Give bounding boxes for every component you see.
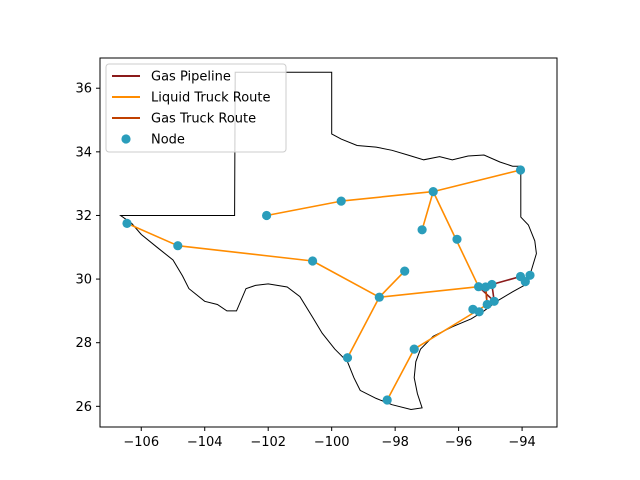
legend-swatch <box>121 134 131 144</box>
border-layer <box>119 71 537 411</box>
node-marker <box>452 234 462 244</box>
node-marker <box>382 395 392 405</box>
node-marker <box>525 270 535 280</box>
y-tick-label: 32 <box>75 209 92 224</box>
x-tick-label: −96 <box>445 435 472 450</box>
y-axis: 26 28 30 32 34 36 <box>75 82 100 415</box>
node-marker <box>487 279 497 290</box>
x-tick-label: −102 <box>250 435 286 450</box>
x-tick-label: −100 <box>314 435 350 450</box>
node-marker <box>489 296 499 306</box>
x-tick-label: −98 <box>381 435 408 450</box>
node-marker <box>520 277 530 287</box>
nodes-layer <box>122 165 535 405</box>
y-tick-label: 26 <box>75 400 92 415</box>
y-tick-label: 36 <box>75 82 92 97</box>
texas-border <box>119 71 537 411</box>
node-marker <box>409 344 419 354</box>
legend-label: Liquid Truck Route <box>151 91 271 106</box>
liquid-truck-route <box>379 285 479 298</box>
node-marker <box>262 210 272 221</box>
node-marker <box>515 165 526 175</box>
node-marker <box>173 241 183 251</box>
legend-label: Gas Pipeline <box>151 70 231 85</box>
liquid-truck-route <box>266 169 521 217</box>
liquid-truck-route <box>421 191 434 231</box>
legend-label: Node <box>151 133 185 148</box>
node-marker <box>474 307 484 317</box>
y-tick-label: 30 <box>75 273 92 288</box>
node-marker <box>417 225 427 235</box>
node-marker <box>336 196 346 206</box>
node-marker <box>308 256 318 266</box>
x-axis: −106 −104 −102 −100 −98 −96 −94 <box>123 427 536 450</box>
node-marker <box>428 187 438 197</box>
legend-box <box>105 63 287 153</box>
liquid-truck-route <box>346 296 381 359</box>
x-tick-label: −94 <box>508 435 535 450</box>
legend: Gas Pipeline Liquid Truck Route Gas Truck … <box>105 63 287 153</box>
liquid-truck-route <box>126 222 380 298</box>
plot-frame <box>99 57 558 428</box>
node-marker <box>474 282 484 292</box>
legend-label: Gas Truck Route <box>151 112 256 127</box>
y-tick-label: 28 <box>75 336 92 351</box>
liquid-truck-route <box>378 270 406 298</box>
node-marker <box>342 353 353 363</box>
x-tick-label: −104 <box>187 435 223 450</box>
node-marker <box>400 266 410 276</box>
x-tick-label: −106 <box>123 435 159 450</box>
node-marker <box>374 292 384 302</box>
node-marker <box>122 218 132 228</box>
node-marker <box>482 299 492 310</box>
y-tick-label: 34 <box>75 145 92 160</box>
